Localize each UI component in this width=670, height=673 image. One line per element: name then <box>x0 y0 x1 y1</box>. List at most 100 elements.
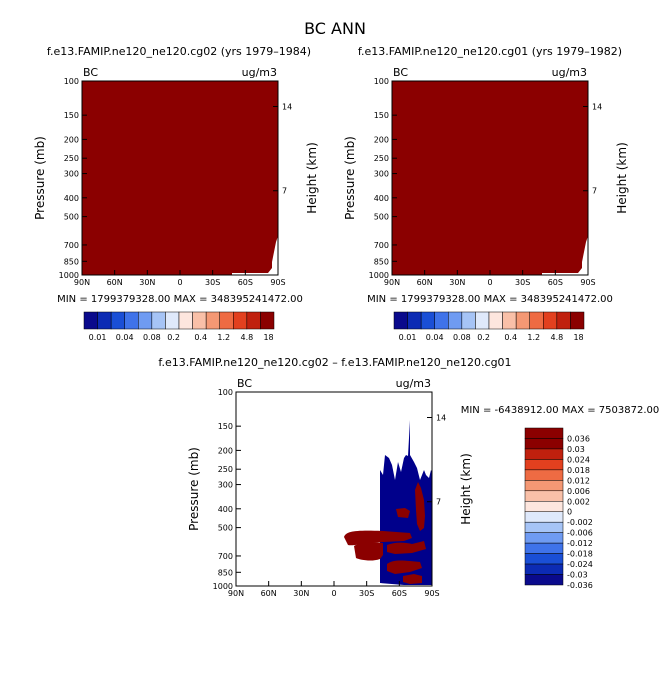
colorbar-label: 0.04 <box>426 333 444 342</box>
x-tick-label: 60N <box>107 278 123 287</box>
panel-2-missing-corner <box>542 236 588 275</box>
panel-2-y-ticks: 100 150 200 250 300 400 500 700 850 1000 14 7 <box>369 77 603 280</box>
panel-1-ylabel-right: Height (km) <box>305 142 319 213</box>
colorbar-swatch <box>165 311 180 330</box>
colorbar-swatch <box>233 311 248 330</box>
colorbar-swatch <box>407 311 422 330</box>
panel-3-colorbar: 0.0360.030.0240.0180.0120.0060.0020-0.00… <box>524 427 593 590</box>
y-tick-label: 700 <box>374 241 389 250</box>
panel-3-field <box>344 420 432 585</box>
y-tick-label: 850 <box>374 257 389 266</box>
colorbar-swatch <box>475 311 490 330</box>
colorbar-swatch <box>556 311 571 330</box>
y-tick-label: 250 <box>64 154 79 163</box>
y-tick-label: 150 <box>64 111 79 120</box>
panel-3-stats: MIN = -6438912.00 MAX = 7503872.00 <box>461 405 660 416</box>
y-tick-label: 150 <box>218 422 233 431</box>
panel-3-ylabel: Pressure (mb) <box>187 447 201 531</box>
panel-3-positive-blob-6 <box>403 574 422 584</box>
colorbar-swatch <box>524 521 564 533</box>
x-tick-label: 30N <box>139 278 155 287</box>
panel-3-variable-label: BC <box>237 377 252 390</box>
x-tick-label: 60S <box>392 589 407 598</box>
panel-3-ylabel-right: Height (km) <box>459 453 473 524</box>
y-tick-label: 100 <box>64 77 79 86</box>
colorbar-label: 4.8 <box>240 333 253 342</box>
panel-2-variable-label: BC <box>393 66 408 79</box>
y-tick-label: 1000 <box>213 582 233 591</box>
height-tick-label: 7 <box>592 187 597 196</box>
colorbar-label: -0.006 <box>567 529 593 538</box>
colorbar-label: -0.018 <box>567 550 593 559</box>
colorbar-label: 0.002 <box>567 497 590 506</box>
colorbar-label: -0.024 <box>567 560 593 569</box>
panel-3: f.e13.FAMIP.ne120_ne120.cg02 – f.e13.FAM… <box>158 356 659 598</box>
colorbar-swatch <box>124 311 139 330</box>
x-tick-label: 60N <box>261 589 277 598</box>
panel-3-positive-blob-1 <box>344 530 412 546</box>
colorbar-swatch <box>83 311 98 330</box>
colorbar-label: -0.002 <box>567 518 593 527</box>
panel-2-colorbar: 0.01 0.04 0.08 0.2 0.4 1.2 4.8 18 <box>393 311 585 342</box>
colorbar-swatch <box>246 311 261 330</box>
panel-1-missing-corner <box>232 236 278 275</box>
x-tick-label: 90N <box>74 278 90 287</box>
y-tick-label: 1000 <box>369 271 389 280</box>
colorbar-swatch <box>205 311 220 330</box>
panel-1-y-ticks: 100 150 200 250 300 400 500 700 850 1000 14 7 <box>59 77 293 280</box>
y-tick-label: 400 <box>218 505 233 514</box>
y-tick-label: 500 <box>218 524 233 533</box>
y-tick-label: 100 <box>218 388 233 397</box>
colorbar-label: 0.4 <box>504 333 517 342</box>
panel-2: f.e13.FAMIP.ne120_ne120.cg01 (yrs 1979–1… <box>343 45 629 342</box>
y-tick-label: 850 <box>218 568 233 577</box>
colorbar-swatch <box>219 311 234 330</box>
colorbar-swatch <box>529 311 544 330</box>
colorbar-swatch <box>524 459 564 471</box>
colorbar-swatch <box>151 311 166 330</box>
y-tick-label: 850 <box>64 257 79 266</box>
colorbar-label: 0.006 <box>567 487 590 496</box>
colorbar-swatch <box>434 311 449 330</box>
x-tick-label: 0 <box>487 278 492 287</box>
x-tick-label: 60S <box>548 278 563 287</box>
colorbar-swatch <box>97 311 112 330</box>
colorbar-label: 0 <box>567 508 572 517</box>
y-tick-label: 150 <box>374 111 389 120</box>
panel-2-field <box>392 81 588 275</box>
colorbar-label: 0.2 <box>167 333 180 342</box>
x-tick-label: 0 <box>331 589 336 598</box>
x-tick-label: 30N <box>293 589 309 598</box>
colorbar-swatch <box>488 311 503 330</box>
colorbar-label: -0.03 <box>567 571 588 580</box>
colorbar-swatch <box>524 490 564 502</box>
colorbar-swatch <box>260 311 275 330</box>
colorbar-label: -0.036 <box>567 581 593 590</box>
colorbar-label: 4.8 <box>550 333 563 342</box>
panel-3-positive-blob-5 <box>415 482 425 531</box>
colorbar-swatch <box>178 311 193 330</box>
x-tick-label: 90S <box>270 278 285 287</box>
height-tick-label: 7 <box>282 187 287 196</box>
panel-2-units-label: ug/m3 <box>552 66 587 79</box>
colorbar-swatch <box>448 311 463 330</box>
colorbar-swatch <box>524 427 564 439</box>
colorbar-swatch <box>393 311 408 330</box>
panel-1-field <box>82 81 278 275</box>
panel-2-ylabel-right: Height (km) <box>615 142 629 213</box>
colorbar-label: 0.01 <box>89 333 107 342</box>
panel-1-variable-label: BC <box>83 66 98 79</box>
colorbar-swatch <box>543 311 558 330</box>
colorbar-swatch <box>192 311 207 330</box>
panel-1-x-ticks: 90N 60N 30N 0 30S 60S 90S <box>74 270 286 287</box>
x-tick-label: 90S <box>580 278 595 287</box>
x-tick-label: 90S <box>424 589 439 598</box>
x-tick-label: 90N <box>384 278 400 287</box>
colorbar-swatch <box>524 469 564 481</box>
colorbar-label: 0.03 <box>567 445 585 454</box>
panel-1: f.e13.FAMIP.ne120_ne120.cg02 (yrs 1979–1… <box>33 45 319 342</box>
x-tick-label: 60S <box>238 278 253 287</box>
colorbar-swatch <box>524 563 564 575</box>
x-tick-label: 0 <box>177 278 182 287</box>
